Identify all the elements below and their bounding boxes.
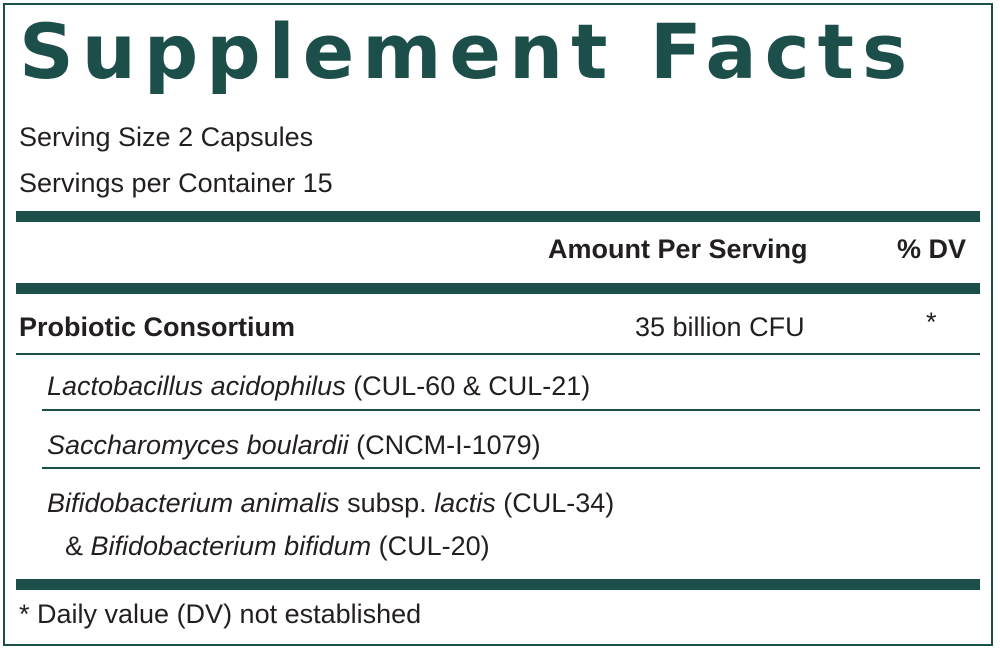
panel-title: Supplement Facts — [19, 7, 916, 96]
strain-species: Saccharomyces boulardii — [47, 430, 349, 460]
serving-size: Serving Size 2 Capsules — [19, 122, 314, 152]
strain-subsp: subsp. — [339, 488, 435, 518]
strain-line: Saccharomyces boulardii (CNCM-I-1079) — [47, 428, 541, 462]
strain-code: (CUL-34) — [495, 488, 615, 518]
divider-thick-bottom — [16, 579, 980, 590]
divider-thin — [16, 353, 980, 355]
nutrient-dv: * — [926, 307, 937, 337]
divider-thin — [42, 409, 980, 411]
nutrient-name: Probiotic Consortium — [19, 312, 295, 342]
strain-line: Lactobacillus acidophilus (CUL-60 & CUL-… — [47, 369, 590, 403]
strain-code: (CUL-20) — [371, 531, 490, 561]
strain-code: (CUL-60 & CUL-21) — [345, 371, 591, 401]
divider-thick-header — [16, 283, 980, 294]
strain-ampersand: & — [65, 531, 91, 561]
strain-subspecies: lactis — [434, 488, 496, 518]
strain-species: Bifidobacterium animalis — [47, 488, 340, 518]
servings-per-container: Servings per Container 15 — [19, 168, 333, 198]
divider-thin — [42, 467, 980, 469]
divider-thick-top — [16, 211, 980, 222]
footnote: * Daily value (DV) not established — [19, 599, 422, 629]
percent-dv-header: % DV — [897, 234, 967, 264]
strain-line: Bifidobacterium animalis subsp. lactis (… — [47, 486, 614, 520]
strain-code: (CNCM-I-1079) — [348, 430, 541, 460]
strain-species: Lactobacillus acidophilus — [47, 371, 346, 401]
nutrient-amount: 35 billion CFU — [635, 312, 805, 342]
amount-per-serving-header: Amount Per Serving — [548, 234, 808, 264]
strain-species: Bifidobacterium bifidum — [90, 531, 372, 561]
strain-line-continued: & Bifidobacterium bifidum (CUL-20) — [65, 529, 490, 563]
supplement-facts-panel: Supplement Facts Serving Size 2 Capsules… — [3, 3, 993, 646]
